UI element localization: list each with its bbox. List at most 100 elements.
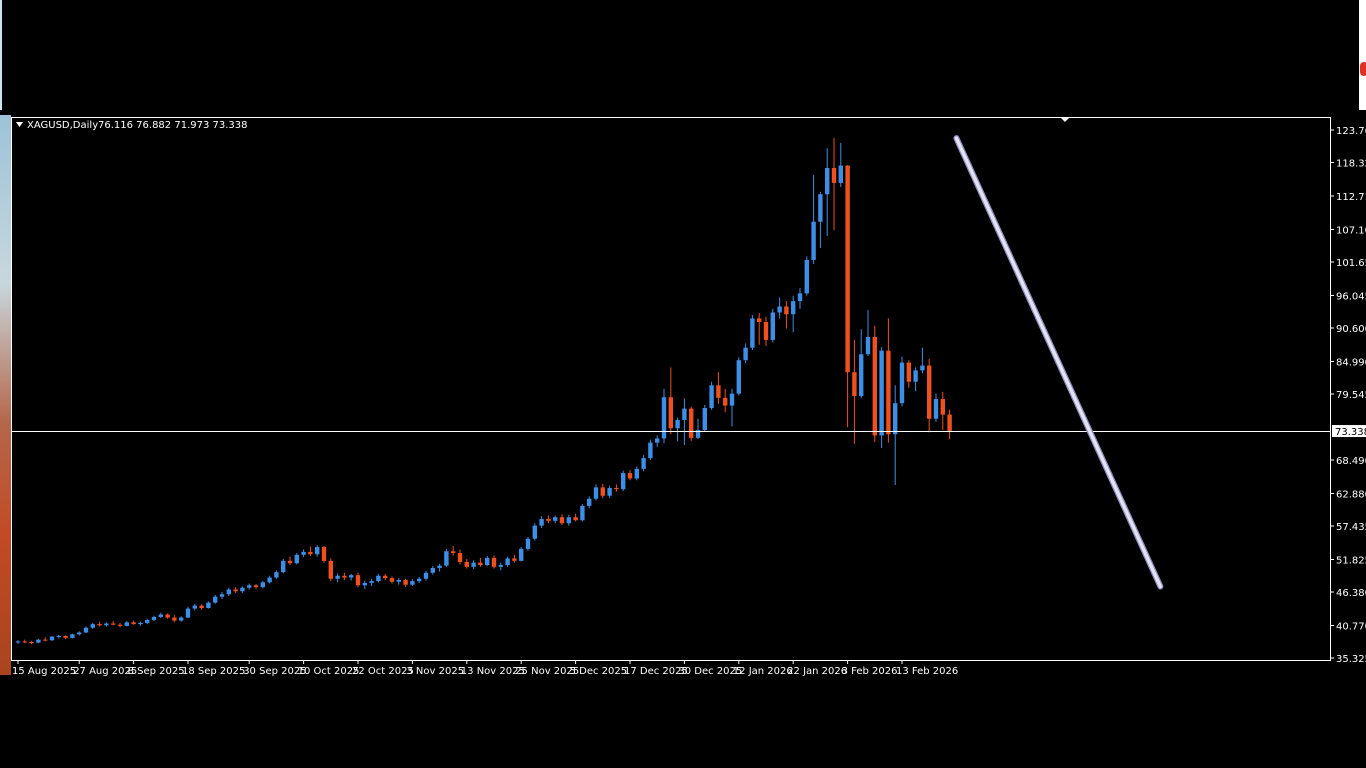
candle: [301, 549, 306, 558]
candle-body: [566, 517, 571, 524]
candle-body: [498, 565, 503, 567]
candle-body: [933, 399, 939, 419]
candle-body: [893, 403, 898, 435]
candle: [607, 485, 612, 499]
candle-body: [852, 372, 857, 397]
candle: [369, 578, 374, 586]
candle-body: [355, 575, 361, 586]
candle: [287, 556, 293, 566]
candle-body: [219, 594, 225, 597]
candle: [811, 175, 816, 265]
candle: [43, 637, 48, 642]
candle: [457, 549, 463, 565]
chart-header: XAGUSD,Daily 76.116 76.882 71.973 73.338: [16, 120, 248, 131]
candle-body: [906, 362, 911, 382]
candle-body: [403, 579, 408, 585]
candle-body: [77, 632, 82, 635]
candle: [56, 634, 61, 639]
trendline-layer[interactable]: [953, 135, 1164, 590]
candle: [417, 576, 422, 583]
candle-body: [546, 519, 551, 521]
candle: [165, 613, 170, 619]
x-tick-label: 22 Oct 2025: [352, 666, 414, 677]
x-tick-label: 8 Sep 2025: [128, 666, 185, 677]
candle: [661, 388, 667, 444]
candle-body: [457, 553, 463, 563]
candle: [587, 496, 592, 509]
candle: [328, 558, 333, 582]
candle-body: [621, 473, 626, 490]
candle: [879, 347, 884, 448]
candle-body: [464, 562, 469, 567]
chart-shift-marker-icon[interactable]: [1060, 117, 1070, 122]
candle: [464, 559, 469, 569]
candle-body: [831, 167, 837, 183]
candle-body: [15, 641, 21, 643]
candle: [321, 545, 327, 563]
candle-body: [206, 602, 211, 608]
candle: [784, 301, 789, 329]
candle: [716, 372, 721, 404]
candle-body: [825, 167, 830, 195]
candle-body: [872, 336, 877, 436]
candle: [838, 142, 843, 188]
candle-body: [695, 430, 701, 438]
candle: [206, 601, 211, 609]
candle: [818, 191, 823, 248]
candle: [695, 418, 701, 440]
candle: [804, 256, 809, 296]
candle-body: [321, 547, 327, 561]
candle-body: [437, 565, 442, 568]
x-tick-label: 17 Dec 2025: [624, 666, 688, 677]
candle: [36, 639, 41, 644]
candle-body: [294, 554, 299, 564]
trendline[interactable]: [954, 136, 1163, 589]
candle: [383, 573, 388, 580]
candle: [525, 536, 531, 551]
candle-body: [729, 393, 735, 406]
candle: [641, 455, 646, 472]
candle: [845, 164, 850, 428]
candle-body: [328, 560, 333, 579]
candle-body: [451, 551, 456, 554]
candle: [668, 367, 673, 435]
y-tick-label: 112.710: [1336, 192, 1366, 203]
candle-body: [287, 560, 293, 564]
candle: [158, 612, 163, 619]
candle: [423, 570, 429, 581]
candle: [403, 578, 408, 588]
candle: [117, 622, 123, 628]
candle: [573, 513, 578, 522]
plot-area-frame: [11, 117, 1331, 661]
candle: [376, 573, 381, 583]
candle: [70, 633, 75, 639]
x-tick-label: 15 Aug 2025: [12, 666, 76, 677]
candle-body: [859, 354, 864, 397]
candle-body: [165, 614, 170, 618]
candle-body: [627, 473, 633, 479]
candle: [723, 388, 728, 413]
candle: [621, 470, 626, 491]
candle: [199, 604, 204, 610]
chart-menu-arrow-icon[interactable]: [16, 122, 23, 127]
ohlc-readout: 76.116 76.882 71.973 73.338: [98, 120, 248, 131]
candle: [29, 640, 34, 645]
candle: [342, 572, 347, 580]
candle-body: [158, 614, 163, 617]
candle-body: [593, 487, 599, 499]
y-tick-label: 46.380: [1336, 588, 1366, 599]
x-tick-label: 5 Dec 2025: [570, 666, 628, 677]
candle-body: [396, 579, 401, 582]
candle: [859, 329, 864, 399]
side-panel-edge: [1359, 0, 1366, 110]
candle-body: [369, 581, 374, 583]
candle: [491, 555, 497, 569]
candle: [219, 591, 225, 600]
x-tick-label: 12 Jan 2026: [733, 666, 793, 677]
candle: [253, 584, 259, 589]
candle-body: [315, 547, 320, 555]
candle: [185, 606, 191, 619]
candle: [63, 635, 68, 640]
